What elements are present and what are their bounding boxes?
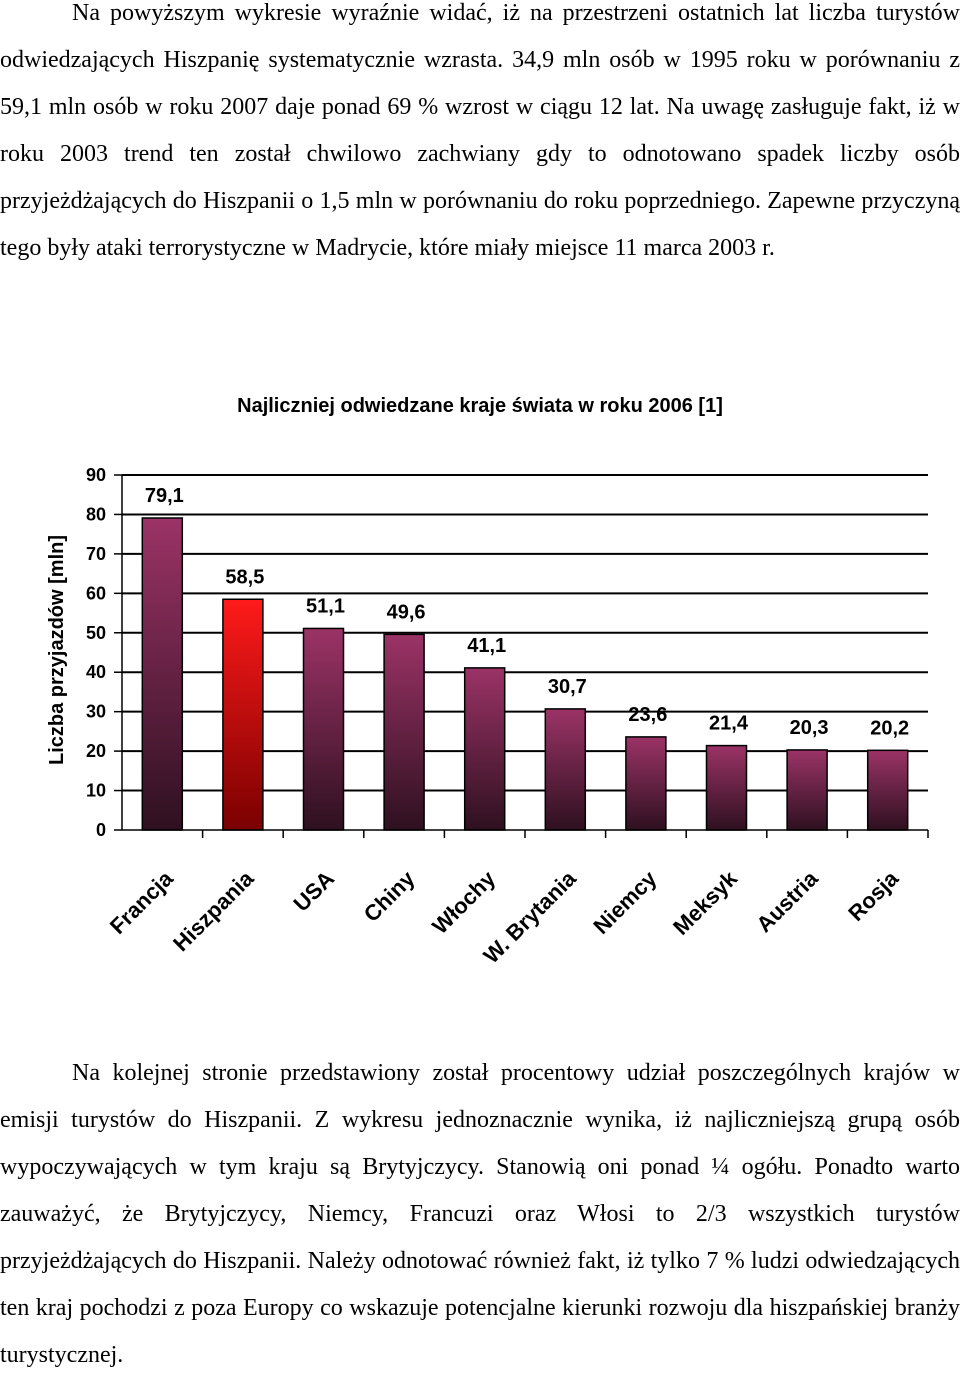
y-tick-label: 60	[86, 583, 106, 603]
category-label: USA	[289, 866, 340, 917]
data-label: 49,6	[387, 601, 426, 623]
bar-niemcy	[625, 736, 667, 831]
bar-rosja	[866, 749, 909, 831]
y-tick-label: 50	[86, 623, 106, 643]
closing-paragraph: Na kolejnej stronie przedstawiony został…	[0, 1060, 960, 1368]
data-label: 30,7	[548, 676, 587, 698]
y-tick-label: 70	[86, 544, 106, 564]
bar-chart: 0 10 20 30 40 50 60 70 80 90 79,1 Francja 58,5 Hiszpa…	[46, 465, 929, 968]
data-label: 20,3	[790, 717, 829, 739]
category-label: Chiny	[359, 865, 420, 926]
bar-w-brytania	[544, 708, 587, 831]
data-label: 21,4	[709, 713, 749, 735]
category-label: Niemcy	[588, 865, 662, 939]
bar-chiny	[383, 633, 425, 831]
chart-title: Najliczniej odwiedzane kraje świata w ro…	[237, 395, 723, 417]
y-tick-label: 10	[86, 781, 106, 801]
y-tick-label: 20	[86, 741, 106, 761]
y-tick-label: 40	[86, 662, 106, 682]
category-label: Włochy	[427, 865, 501, 939]
bar-austria	[786, 749, 828, 831]
category-label: Meksyk	[668, 865, 742, 939]
y-tick-label: 80	[86, 504, 106, 524]
category-label: Rosja	[843, 865, 904, 926]
data-label: 79,1	[145, 485, 184, 507]
data-label: 41,1	[467, 635, 506, 657]
bar-hiszpania	[222, 598, 264, 831]
category-label: Francja	[105, 865, 179, 939]
bar-włochy	[463, 667, 506, 831]
category-label: Austria	[751, 865, 823, 937]
data-label: 58,5	[225, 566, 264, 588]
y-tick-label: 90	[86, 465, 106, 485]
bar-usa	[302, 627, 345, 831]
y-tick-label: 0	[96, 820, 106, 840]
data-label: 23,6	[628, 704, 667, 726]
bar-meksyk	[705, 744, 748, 831]
category-label: Hiszpania	[168, 865, 259, 956]
data-label: 20,2	[870, 717, 909, 739]
data-label: 51,1	[306, 595, 345, 617]
intro-paragraph: Na powyższym wykresie wyraźnie widać, iż…	[0, 0, 960, 261]
y-tick-label: 30	[86, 702, 106, 722]
bar-francja	[141, 517, 184, 831]
y-axis-title: Liczba przyjazdów [mln]	[46, 535, 68, 765]
